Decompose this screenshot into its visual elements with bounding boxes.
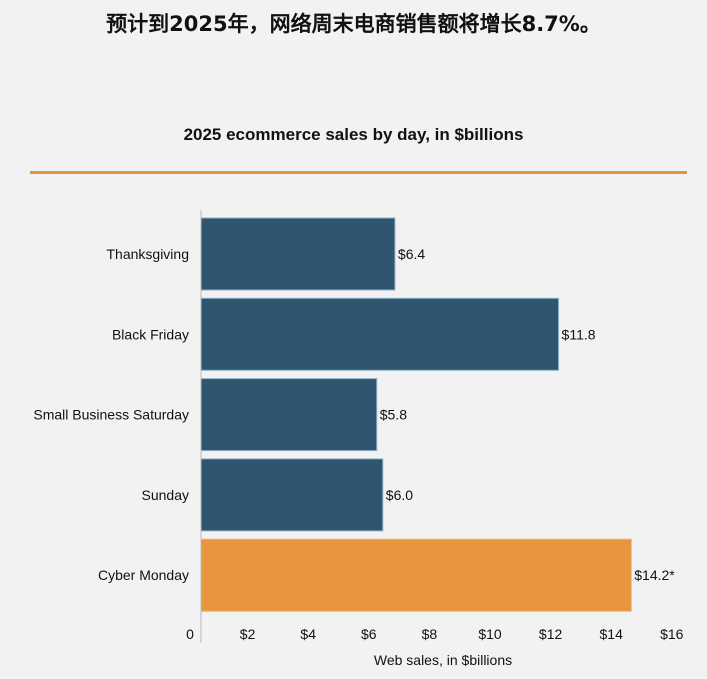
headline: 预计到2025年，网络周末电商销售额将增长8.7%。 xyxy=(106,12,601,36)
data-label: $5.8 xyxy=(380,407,407,423)
bar xyxy=(200,538,632,612)
x-tick-label: $8 xyxy=(422,626,438,642)
category-label: Cyber Monday xyxy=(98,567,189,583)
chart-title: 2025 ecommerce sales by day, in $billion… xyxy=(183,125,524,144)
data-label: $6.4 xyxy=(398,246,425,262)
x-tick-label: $4 xyxy=(300,626,316,642)
x-axis-title: Web sales, in $billions xyxy=(374,652,512,668)
x-tick-label: $10 xyxy=(478,626,502,642)
x-tick-label: $16 xyxy=(660,626,684,642)
x-tick-label: $6 xyxy=(361,626,377,642)
data-label: $14.2* xyxy=(634,567,675,583)
x-tick-label: $12 xyxy=(539,626,563,642)
category-label: Black Friday xyxy=(112,326,189,342)
category-label: Sunday xyxy=(142,487,189,503)
category-label: Thanksgiving xyxy=(107,246,190,262)
bar xyxy=(200,297,560,371)
bar xyxy=(200,217,396,291)
data-label: $6.0 xyxy=(386,487,413,503)
title-divider xyxy=(30,171,687,174)
x-tick-label: $14 xyxy=(600,626,624,642)
bar xyxy=(200,378,378,452)
bar xyxy=(200,458,384,532)
x-tick-label: $2 xyxy=(240,626,256,642)
x-tick-label: 0 xyxy=(186,626,194,642)
data-label: $11.8 xyxy=(562,326,596,342)
category-label: Small Business Saturday xyxy=(33,407,189,423)
